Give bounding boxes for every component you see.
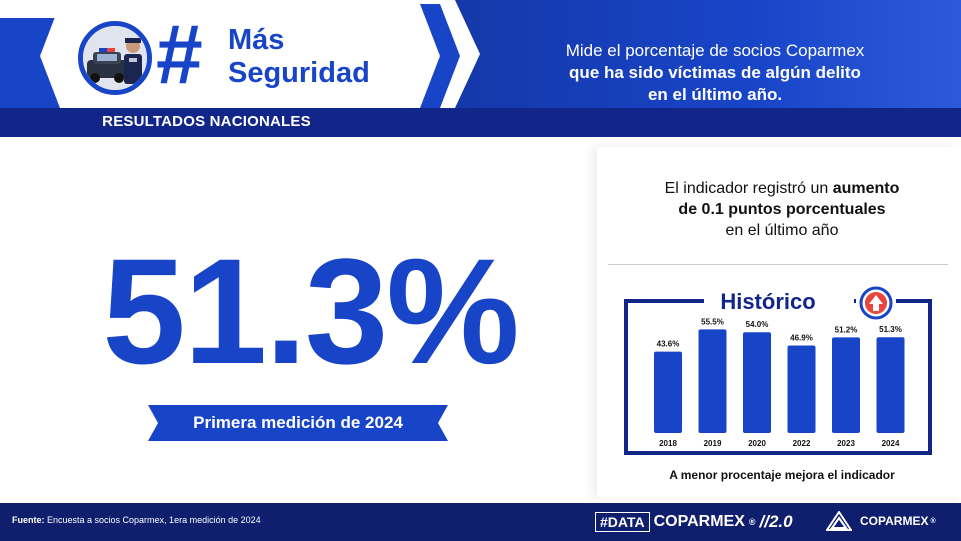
title-line-2: Seguridad <box>228 57 370 89</box>
value-label-2019: 55.5% <box>701 317 724 326</box>
bar-2023 <box>832 337 860 433</box>
coparmex-brand: COPARMEX <box>860 514 929 528</box>
indicator-bold-1: aumento <box>832 180 900 197</box>
chart-title: Histórico <box>720 289 815 314</box>
description-line-3: en el último año. <box>647 85 783 104</box>
footer-source: Fuente: Encuesta a socios Coparmex, 1era… <box>12 515 261 525</box>
value-label-2023: 51.2% <box>835 325 858 334</box>
category-label-2018: 2018 <box>659 439 677 448</box>
category-label-2024: 2024 <box>882 439 900 448</box>
coparmex-logo: COPARMEX ® <box>826 511 936 531</box>
main-percentage: 51.3% <box>102 227 519 395</box>
data-coparmex-tag: #DATA COPARMEX ® //2.0 <box>595 511 793 533</box>
data-reg: ® <box>748 517 756 527</box>
bar-2024 <box>876 337 905 433</box>
description-line-2: que ha sido víctimas de algún delito <box>569 63 861 82</box>
bar-2022 <box>787 345 816 433</box>
police-car-officer-icon <box>78 21 152 95</box>
value-label-2024: 51.3% <box>879 325 902 334</box>
indicator-post: en el último año <box>725 222 839 239</box>
footer-source-text: Encuesta a socios Coparmex, 1era medició… <box>44 515 261 525</box>
indicator-pre: El indicador registró un <box>664 180 833 197</box>
data-word: COPARMEX <box>653 513 745 530</box>
value-label-2022: 46.9% <box>790 333 813 342</box>
value-label-2018: 43.6% <box>657 340 680 349</box>
bar-2019 <box>698 329 727 433</box>
header-description: Mide el porcentaje de socios Coparmex qu… <box>500 40 930 106</box>
coparmex-logo-icon <box>826 511 852 531</box>
ribbon-shape <box>148 405 448 441</box>
category-label-2022: 2022 <box>793 439 811 448</box>
hash-symbol: # <box>156 7 203 101</box>
description-line-1: Mide el porcentaje de socios Coparmex <box>565 41 865 60</box>
header-arrow-shapes <box>40 4 460 108</box>
panel-divider <box>608 264 948 265</box>
results-badge: RESULTADOS NACIONALES <box>64 108 349 135</box>
up-arrow-icon <box>856 286 896 320</box>
footer-source-label: Fuente: <box>12 515 45 525</box>
indicator-bold-2: de 0.1 puntos porcentuales <box>678 201 886 218</box>
title-line-1: Más <box>228 24 285 56</box>
category-label-2023: 2023 <box>837 439 855 448</box>
category-label-2020: 2020 <box>748 439 766 448</box>
chart-bars: 43.6% 2018 55.5% 2019 54.0% 2020 46.9% 2022 51.2… <box>654 317 905 448</box>
data-version: //2.0 <box>759 512 793 531</box>
bar-2020 <box>743 332 771 433</box>
category-label-2019: 2019 <box>704 439 722 448</box>
chart-title-bg <box>704 287 854 317</box>
footer <box>0 503 961 541</box>
data-tag-box: #DATA <box>595 512 650 532</box>
chart-footnote: A menor procentaje mejora el indicador <box>669 468 895 482</box>
value-label-2020: 54.0% <box>746 320 769 329</box>
ribbon-label: Primera medición de 2024 <box>193 413 403 432</box>
brand-reg: ® <box>930 517 936 525</box>
bar-2018 <box>654 351 682 433</box>
header: # Más Seguridad RESULTADOS NACIONALES Mi… <box>0 0 961 137</box>
historico-chart: Histórico 43.6% 2018 55.5% 2019 54.0% 2020 46.… <box>624 286 932 455</box>
indicator-text: El indicador registró un aumento de 0.1 … <box>612 178 952 241</box>
right-panel <box>597 147 961 497</box>
